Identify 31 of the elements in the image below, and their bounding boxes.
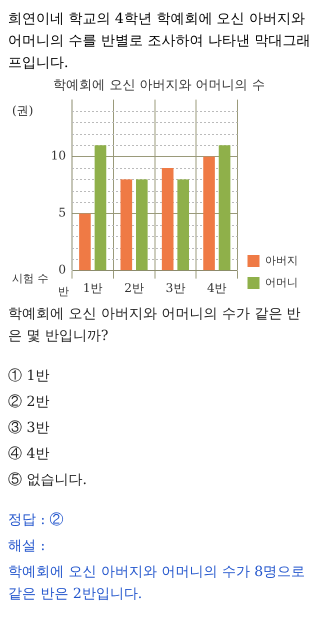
x-tick-label: 1반 <box>82 280 103 295</box>
x-tick-label: 4반 <box>206 280 227 295</box>
text: ① 1반 <box>8 367 50 386</box>
text: ④ 4반 <box>8 445 50 464</box>
bar <box>79 214 91 270</box>
chart-title: 학예회에 오신 아버지와 어머니의 수 <box>53 78 265 94</box>
text: ② 2반 <box>8 393 50 412</box>
bar <box>94 145 106 270</box>
bar <box>218 145 230 270</box>
text: ③ 3반 <box>8 419 50 438</box>
text: 학예회에 오신 아버지와 어머니의 수가 같은 반은 몇 반입니까? <box>8 305 302 346</box>
legend-label: 아버지 <box>265 254 298 267</box>
bar <box>136 179 148 270</box>
y-tick-label: 0 <box>58 262 66 277</box>
y-tick-label: 10 <box>50 148 66 163</box>
text: ⑤ 없습니다. <box>8 471 88 490</box>
x-axis-title: 반 <box>58 284 69 298</box>
legend-label: 어머니 <box>265 276 298 289</box>
text: 시험 수 <box>12 272 48 285</box>
x-tick-label: 2반 <box>124 280 144 295</box>
y-tick-label: 5 <box>58 206 66 220</box>
text: 학예회에 오신 아버지와 어머니의 수가 8명으로 같은 반은 2반입니다. <box>8 563 306 604</box>
y-axis-title: (권) <box>12 104 34 118</box>
bar <box>120 179 132 270</box>
text: 정답 : ② <box>8 511 65 530</box>
text: 희연이네 학교의 4학년 학예회에 오신 아버지와 어머니의 수를 반별로 조사하여 나타낸 막대그래프입니다. <box>8 10 312 73</box>
x-tick-label: 3반 <box>166 280 186 295</box>
bar <box>162 168 174 270</box>
bar <box>203 156 215 270</box>
bar <box>177 179 190 270</box>
text: 해설 : <box>8 537 46 556</box>
